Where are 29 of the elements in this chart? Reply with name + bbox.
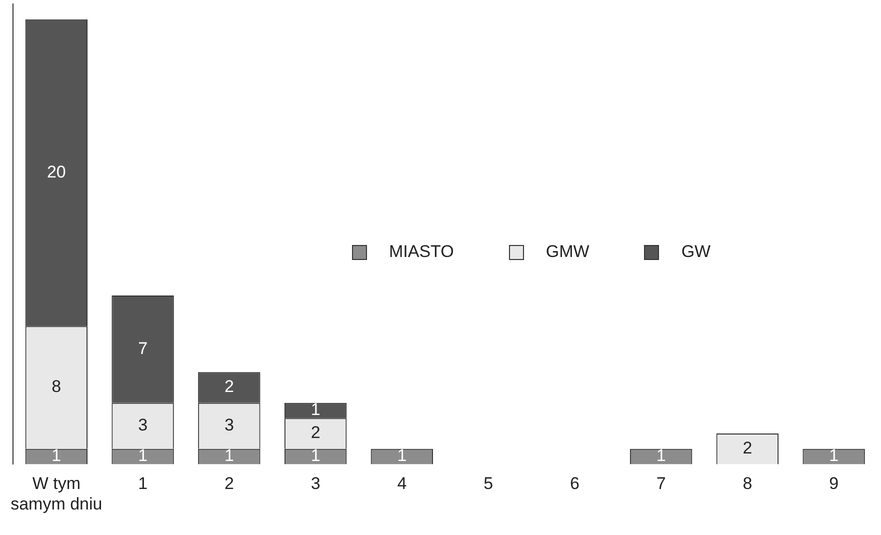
legend-label: MIASTO: [389, 242, 454, 262]
x-tick-label: 1: [138, 474, 148, 494]
x-tick-label: 2: [224, 474, 234, 494]
data-label: 1: [310, 400, 320, 420]
x-tick-label: 3: [310, 474, 320, 494]
data-label: 8: [52, 377, 62, 396]
legend-label: GW: [681, 242, 711, 262]
x-tick-label: 9: [829, 474, 839, 494]
data-label: 2: [742, 438, 752, 458]
data-label: 1: [310, 446, 320, 466]
data-label: 7: [138, 338, 148, 358]
data-label: 1: [397, 446, 407, 466]
x-tick-label: W tym samym dniu: [10, 474, 102, 514]
data-label: 3: [138, 416, 148, 435]
data-label: 1: [656, 446, 666, 466]
x-tick-label: 4: [397, 474, 407, 494]
data-label: 3: [224, 416, 234, 435]
data-label: 1: [829, 446, 839, 466]
data-label: 2: [224, 377, 234, 396]
x-tick-label: 6: [570, 474, 580, 494]
x-tick-label: 8: [742, 474, 752, 494]
data-label: 1: [52, 446, 62, 466]
data-label: 1: [138, 446, 148, 466]
x-tick-label: 7: [656, 474, 666, 494]
data-label: 1: [224, 446, 234, 466]
data-label: 2: [310, 423, 320, 442]
legend-label: GMW: [546, 242, 590, 262]
data-label: 20: [46, 162, 66, 182]
x-tick-label: 5: [484, 474, 494, 494]
